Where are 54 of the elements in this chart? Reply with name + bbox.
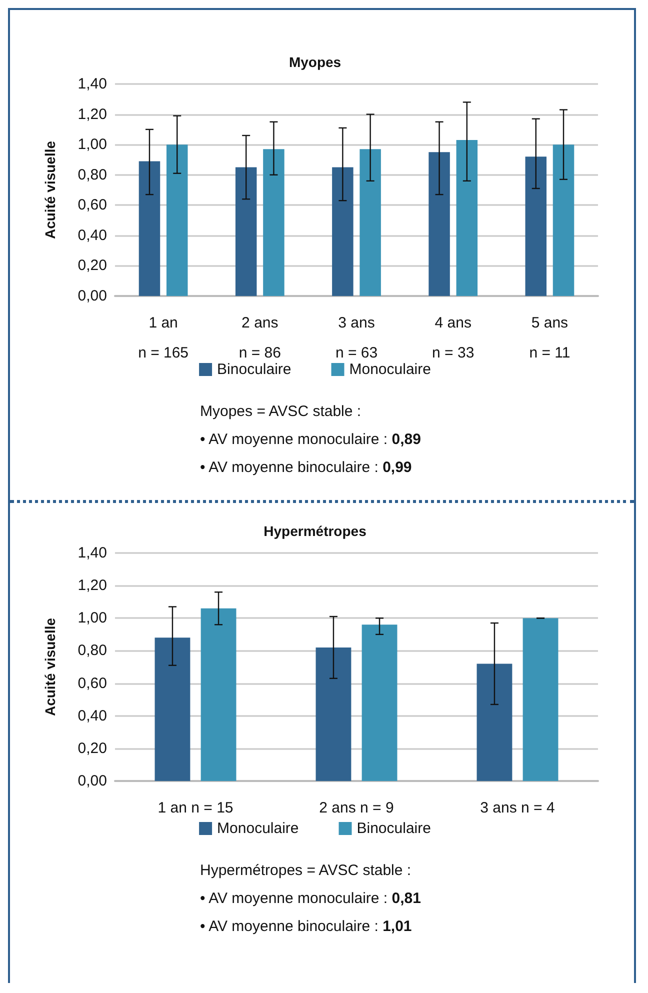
bar [166,144,188,296]
bar [332,167,354,296]
x-tick-label: 1 an n = 15 [158,800,234,816]
y-tick-label: 1,40 [78,76,107,92]
bar [476,664,512,781]
y-tick-label: 0,00 [78,772,107,790]
y-axis-title: Acuité visuelle [42,140,58,240]
x-tick-label: 4 ans n = 33 [432,314,474,362]
y-tick-label: 0,80 [78,166,107,184]
y-tick-label: 1,20 [78,106,107,123]
text: • AV moyenne monoculaire : 0,81 [200,889,422,909]
y-tick-label: 0,60 [78,674,107,692]
x-tick-label: 2 ans n = 9 [319,800,394,816]
bar [456,140,478,296]
text: • AV moyenne binoculaire : 0,99 [200,458,413,478]
x-tick-label: 2 ans n = 86 [238,314,281,362]
y-tick-label: 0,60 [78,196,107,214]
bar [362,624,398,781]
bar [522,618,558,781]
y-tick-label: 0,20 [78,740,107,757]
text: • AV moyenne binoculaire : 1,01 [200,917,413,937]
bar [154,638,190,781]
legend-label: Binoculaire [217,361,292,378]
y-tick-label: 0,00 [78,288,107,304]
chart-title: Hypermétropes [264,523,367,539]
bar [235,167,257,296]
bar [263,149,284,296]
x-tick-label: 5 ans n = 11 [529,314,570,362]
legend-label: Monoculaire [217,820,299,837]
y-tick-label: 0,20 [78,257,107,274]
legend-label: Binoculaire [356,820,431,837]
y-tick-label: 1,40 [78,544,107,562]
bar [552,144,574,296]
chart-title: Myopes [288,54,342,70]
y-tick-label: 1,00 [78,610,107,627]
legend-label: Monoculaire [349,361,431,378]
y-tick-label: 0,40 [78,707,107,724]
bar [428,152,450,296]
y-tick-label: 1,20 [78,577,107,594]
x-tick-label: 3 ans n = 4 [480,800,555,816]
text: Myopes = AVSC stable : [200,402,362,422]
y-tick-label: 1,00 [78,136,107,154]
y-axis-title: Acuité visuelle [42,618,58,716]
x-tick-label: 1 an n = 165 [138,314,189,362]
text: • AV moyenne monoculaire : 0,89 [200,430,422,450]
bar [525,156,547,296]
bar [316,647,352,781]
bar [200,608,236,781]
bar [360,149,381,296]
x-tick-label: 3 ans n = 63 [335,314,378,362]
y-tick-label: 0,40 [78,226,107,244]
text: Hypermétropes = AVSC stable : [200,861,412,881]
y-tick-label: 0,80 [78,642,107,660]
bar [138,161,160,296]
